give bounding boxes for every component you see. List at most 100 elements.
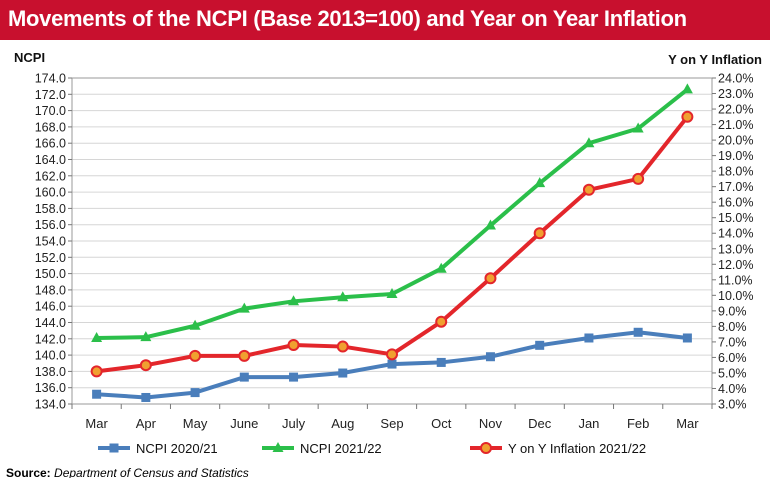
left-tick-label: 160.0 (35, 186, 66, 200)
data-point-2 (386, 287, 398, 298)
data-point-1 (633, 327, 643, 337)
data-point-2 (435, 262, 447, 273)
right-tick-label: 9.0% (718, 304, 747, 318)
right-tick-label: 7.0% (718, 335, 747, 349)
left-tick-label: 156.0 (35, 218, 66, 232)
data-point-2 (91, 331, 103, 342)
left-tick-label: 162.0 (35, 169, 66, 183)
data-point-1 (436, 357, 446, 367)
data-point-3 (681, 110, 694, 123)
series-line-3 (96, 115, 689, 374)
data-point-2 (337, 291, 349, 302)
data-point-3 (435, 315, 448, 328)
right-tick-label: 13.0% (718, 242, 753, 256)
left-axis-title: NCPI (14, 50, 45, 65)
left-tick-label: 148.0 (35, 283, 66, 297)
data-point-3 (632, 172, 645, 185)
data-point-1 (387, 359, 397, 369)
left-tick-label: 142.0 (35, 332, 66, 346)
left-tick-label: 174.0 (35, 72, 66, 86)
right-tick-label: 12.0% (718, 258, 753, 272)
left-tick-label: 150.0 (35, 267, 66, 281)
data-point-3 (238, 349, 251, 362)
right-tick-label: 17.0% (718, 180, 753, 194)
source-note: Source: Department of Census and Statist… (6, 466, 249, 478)
data-point-2 (140, 331, 152, 342)
x-tick-label: Nov (479, 416, 503, 431)
right-tick-label: 4.0% (718, 382, 747, 396)
data-point-1 (338, 368, 348, 378)
left-tick-label: 166.0 (35, 137, 66, 151)
x-tick-label: Feb (627, 416, 649, 431)
left-tick-label: 164.0 (35, 153, 66, 167)
legend-marker-3 (480, 442, 492, 454)
data-point-2 (632, 122, 644, 133)
right-tick-label: 11.0% (718, 273, 753, 287)
left-tick-label: 168.0 (35, 120, 66, 134)
right-tick-label: 8.0% (718, 320, 747, 334)
data-point-1 (682, 333, 692, 343)
data-point-3 (139, 359, 152, 372)
legend-label-3: Y on Y Inflation 2021/22 (508, 441, 646, 456)
source-text: Department of Census and Statistics (54, 466, 249, 478)
right-tick-label: 21.0% (718, 118, 753, 132)
right-tick-label: 18.0% (718, 165, 753, 179)
data-point-1 (92, 389, 102, 399)
right-tick-label: 20.0% (718, 134, 753, 148)
left-tick-label: 158.0 (35, 202, 66, 216)
data-point-1 (289, 372, 299, 382)
data-point-3 (533, 227, 546, 240)
right-tick-label: 6.0% (718, 351, 747, 365)
right-tick-label: 22.0% (718, 103, 753, 117)
legend-label-1: NCPI 2020/21 (136, 441, 218, 456)
left-tick-label: 146.0 (35, 300, 66, 314)
data-point-1 (485, 352, 495, 362)
x-tick-label: Mar (85, 416, 108, 431)
right-axis-title: Y on Y Inflation (668, 52, 762, 67)
data-point-3 (189, 349, 202, 362)
legend-marker-1 (109, 443, 119, 453)
data-point-2 (238, 302, 250, 313)
x-tick-label: Oct (431, 416, 452, 431)
right-tick-label: 23.0% (718, 87, 753, 101)
source-label: Source: (6, 466, 51, 478)
line-chart: 134.0 136.0 138.0 140.0 142.0 144.0 146.0 148.0… (14, 50, 762, 456)
chart-title: Movements of the NCPI (Base 2013=100) an… (8, 6, 687, 31)
x-tick-label: Apr (136, 416, 157, 431)
x-tick-label: Sep (380, 416, 403, 431)
x-tick-label: July (282, 416, 306, 431)
left-tick-label: 152.0 (35, 251, 66, 265)
left-tick-label: 140.0 (35, 349, 66, 363)
right-tick-label: 14.0% (718, 227, 753, 241)
data-point-1 (584, 333, 594, 343)
left-tick-label: 170.0 (35, 104, 66, 118)
data-point-2 (583, 137, 595, 148)
right-tick-label: 3.0% (718, 398, 747, 412)
chart-area: 134.0 136.0 138.0 140.0 142.0 144.0 146.0 148.0… (0, 40, 770, 466)
data-point-1 (535, 340, 545, 350)
right-tick-label: 19.0% (718, 149, 753, 163)
data-point-3 (484, 272, 497, 285)
left-tick-label: 172.0 (35, 88, 66, 102)
data-point-2 (288, 295, 300, 306)
data-point-3 (386, 348, 398, 361)
data-point-3 (582, 183, 595, 196)
data-point-2 (189, 319, 201, 330)
title-bar: Movements of the NCPI (Base 2013=100) an… (0, 0, 770, 40)
left-tick-label: 136.0 (35, 381, 66, 395)
right-tick-label: 5.0% (718, 366, 747, 380)
data-point-1 (141, 392, 151, 402)
data-point-3 (287, 339, 300, 352)
data-point-1 (190, 388, 200, 398)
data-point-2 (484, 219, 496, 230)
left-tick-label: 154.0 (35, 235, 66, 249)
left-tick-label: 144.0 (35, 316, 66, 330)
right-tick-label: 16.0% (718, 196, 753, 210)
x-tick-label: Mar (676, 416, 699, 431)
x-tick-label: May (183, 416, 208, 431)
legend-label-2: NCPI 2021/22 (300, 441, 382, 456)
left-tick-label: 138.0 (35, 365, 66, 379)
x-tick-label: Jan (578, 416, 599, 431)
data-point-3 (336, 340, 349, 353)
legend-marker-2 (272, 442, 284, 452)
